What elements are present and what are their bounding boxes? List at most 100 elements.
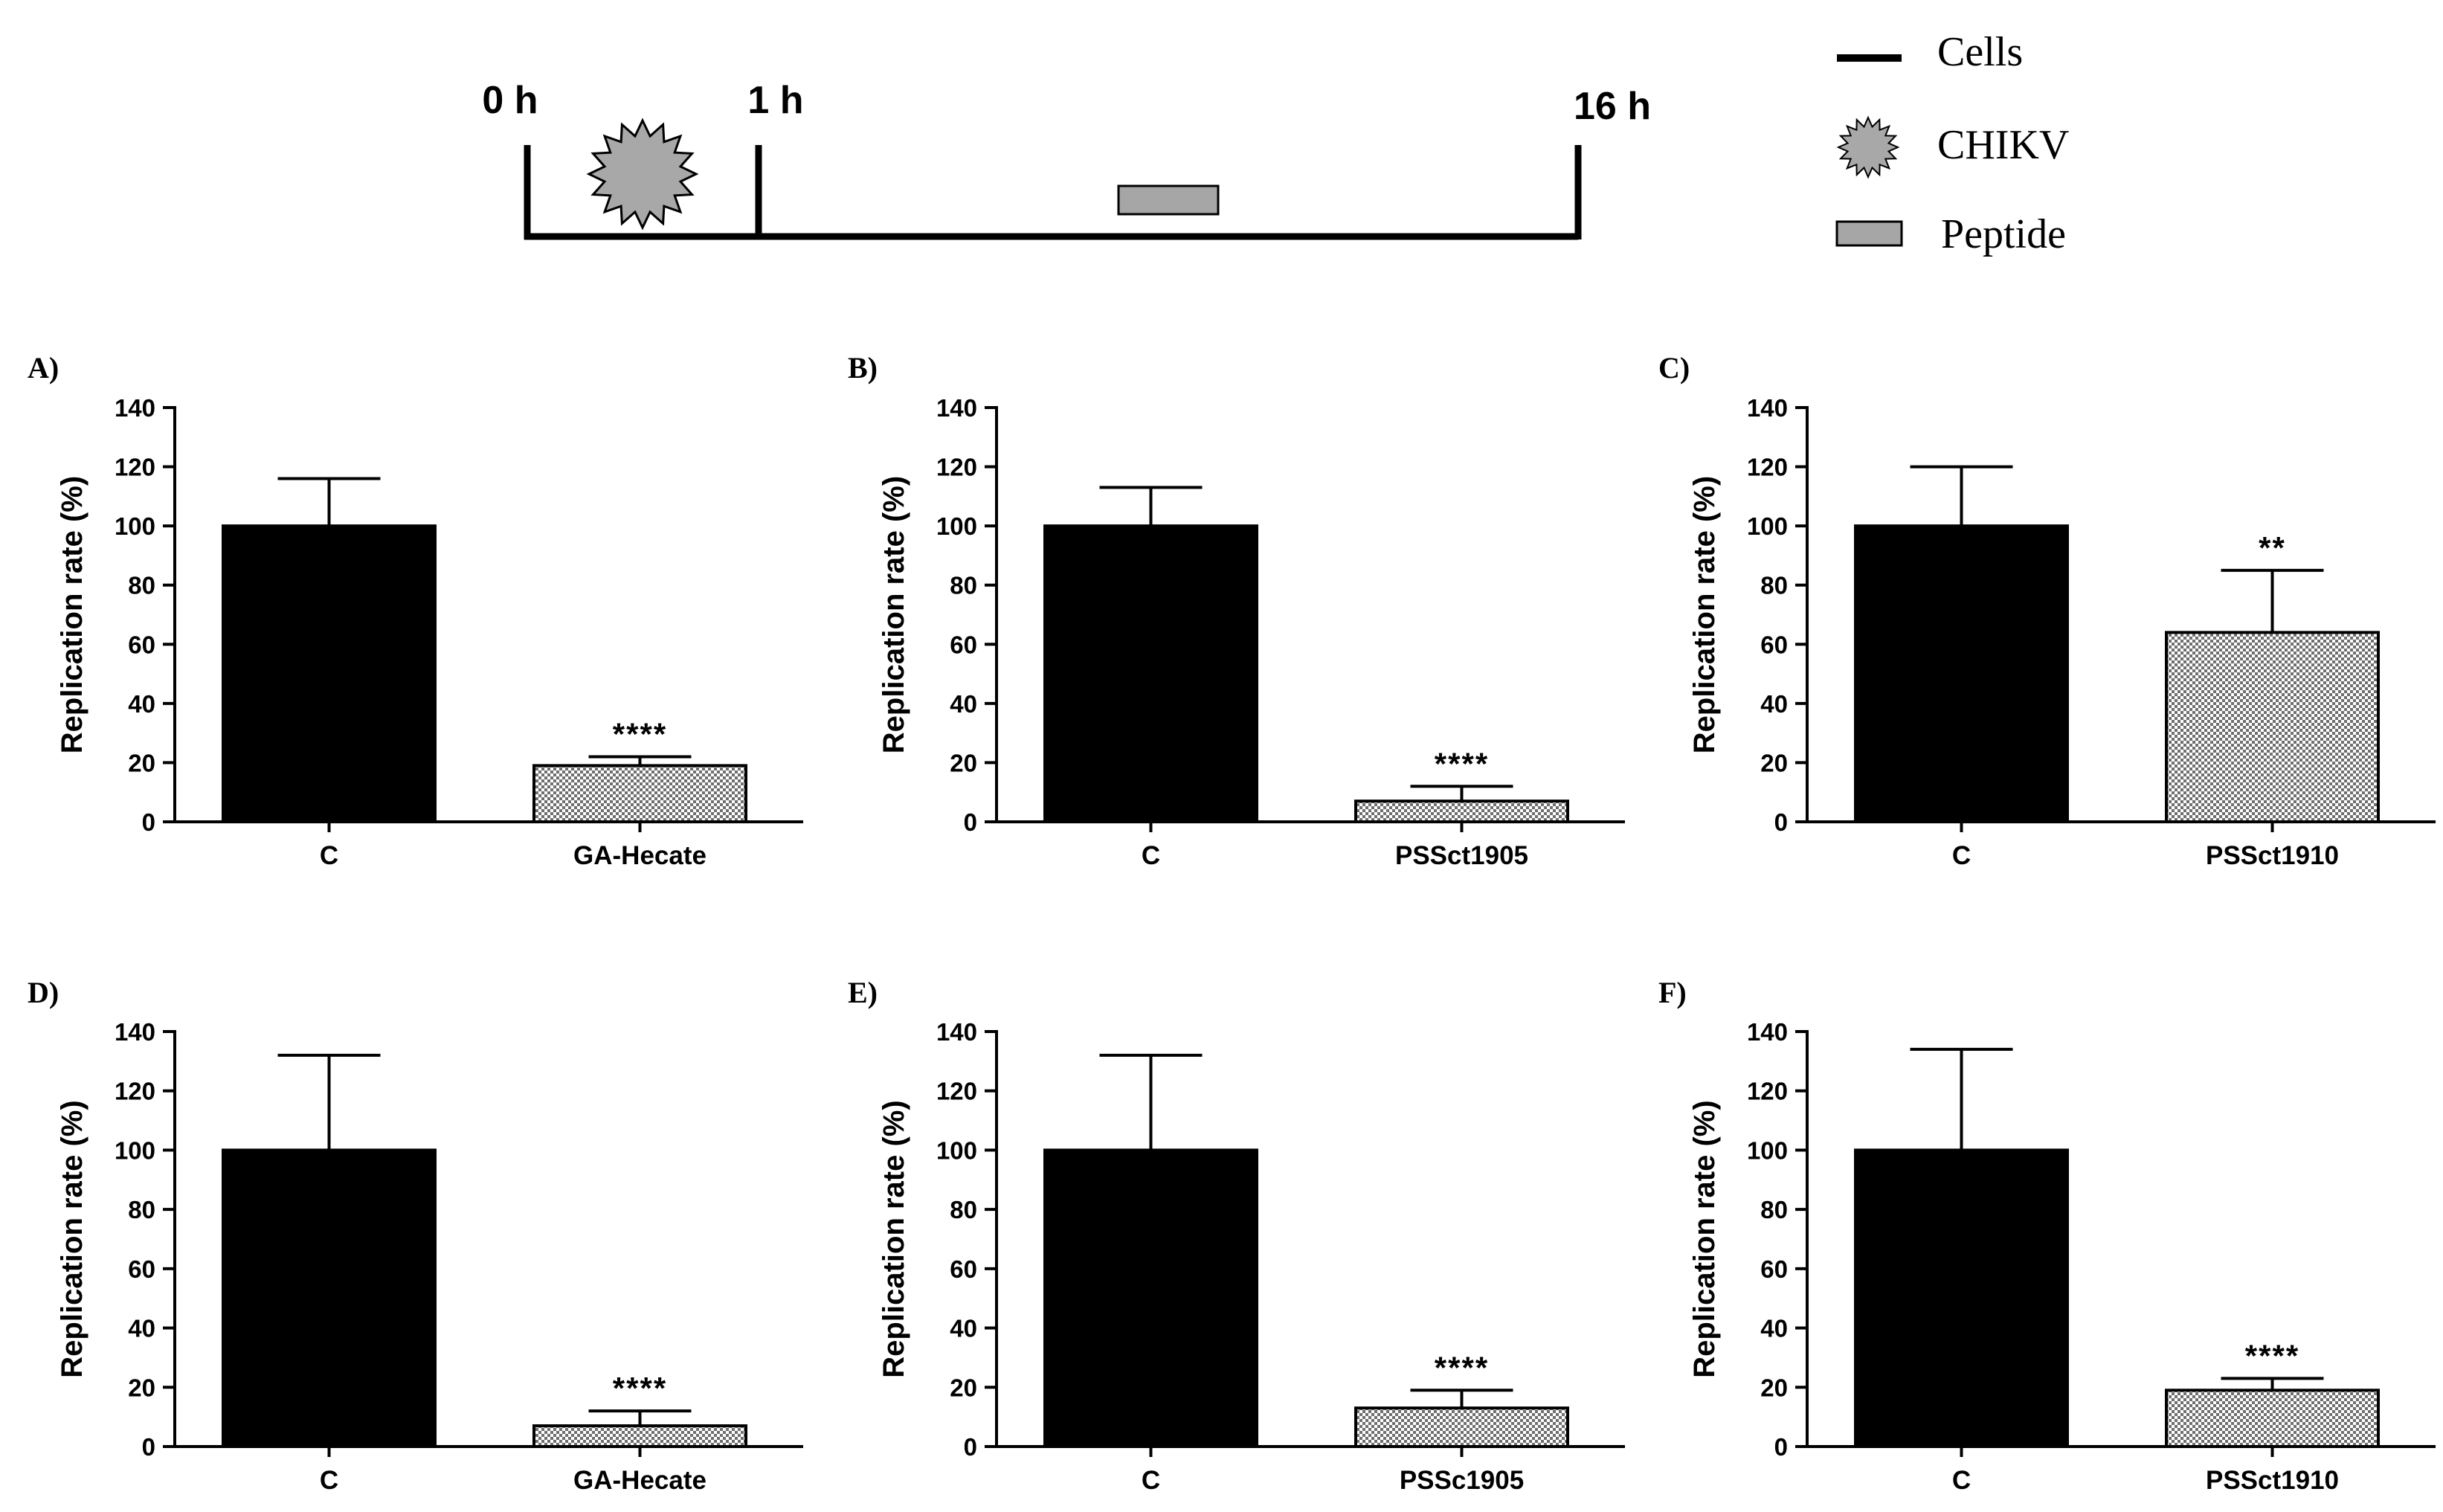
y-tick-label: 60 xyxy=(1760,631,1788,658)
bar xyxy=(2165,631,2380,823)
bar xyxy=(1354,1406,1569,1448)
bar xyxy=(1354,800,1569,824)
peptide-box-icon xyxy=(1117,184,1220,216)
x-tick-label: C xyxy=(1952,1466,1971,1495)
panel-label: C) xyxy=(1658,351,1690,385)
y-tick-label: 20 xyxy=(950,1374,977,1401)
chart-panel: A) 0 20 40 60 80 100 120 140 Replication rate (%)… xyxy=(28,351,803,870)
panel-label: E) xyxy=(848,976,878,1009)
bar xyxy=(2165,1389,2380,1449)
y-axis-label: Replication rate (%) xyxy=(56,1100,88,1377)
legend-label-cells: Cells xyxy=(1937,29,2023,75)
bar-charts: A) 0 20 40 60 80 100 120 140 Replication rate (%)… xyxy=(28,351,2436,1495)
x-tick-label: PSSct1905 xyxy=(1395,841,1528,870)
panel-label: A) xyxy=(28,351,59,385)
y-tick-label: 40 xyxy=(128,690,155,718)
y-tick-label: 40 xyxy=(950,690,977,718)
y-tick-label: 140 xyxy=(115,394,155,422)
panel-label: F) xyxy=(1658,976,1687,1009)
y-tick-label: 20 xyxy=(1760,1374,1788,1401)
y-tick-label: 140 xyxy=(936,394,977,422)
y-tick-label: 0 xyxy=(1774,1433,1788,1461)
chart-panel: C) 0 20 40 60 80 100 120 140 Replication rate (%)… xyxy=(1658,351,2436,870)
y-tick-label: 100 xyxy=(115,1136,155,1164)
legend-label-peptide: Peptide xyxy=(1941,211,2066,257)
y-tick-label: 80 xyxy=(1760,572,1788,599)
x-tick-label: C xyxy=(1142,1466,1160,1495)
y-tick-label: 80 xyxy=(128,572,155,599)
x-tick-label: GA-Hecate xyxy=(573,841,706,870)
significance-label: **** xyxy=(613,716,667,751)
y-tick-label: 100 xyxy=(115,512,155,540)
bar xyxy=(1043,1148,1258,1449)
y-tick-label: 40 xyxy=(1760,690,1788,718)
y-tick-label: 80 xyxy=(950,572,977,599)
y-tick-label: 60 xyxy=(1760,1255,1788,1283)
bar xyxy=(532,1424,747,1448)
x-tick-label: C xyxy=(320,1466,338,1495)
y-tick-label: 120 xyxy=(1747,1078,1788,1105)
y-tick-label: 60 xyxy=(128,631,155,658)
y-tick-label: 20 xyxy=(950,749,977,776)
bar xyxy=(1854,524,2069,824)
y-tick-label: 0 xyxy=(142,808,155,836)
x-tick-label: GA-Hecate xyxy=(573,1466,706,1495)
timeline-schematic: 0 h 1 h 16 h xyxy=(482,79,1651,240)
y-tick-label: 140 xyxy=(936,1018,977,1046)
y-tick-label: 20 xyxy=(128,749,155,776)
y-tick-label: 140 xyxy=(1747,1018,1788,1046)
y-tick-label: 100 xyxy=(936,1136,977,1164)
virus-icon xyxy=(1836,115,1900,179)
y-tick-label: 40 xyxy=(1760,1315,1788,1342)
y-axis-label: Replication rate (%) xyxy=(56,476,88,753)
x-tick-label: PSSct1910 xyxy=(2206,1466,2339,1495)
panel-label: B) xyxy=(848,351,878,385)
y-axis-label: Replication rate (%) xyxy=(1688,476,1721,753)
y-tick-label: 60 xyxy=(950,1255,977,1283)
y-tick-label: 0 xyxy=(964,1433,977,1461)
x-tick-label: C xyxy=(1952,841,1971,870)
significance-label: **** xyxy=(1435,746,1489,781)
y-tick-label: 80 xyxy=(1760,1196,1788,1223)
x-tick-label: C xyxy=(320,841,338,870)
y-tick-label: 100 xyxy=(1747,512,1788,540)
y-tick-label: 80 xyxy=(128,1196,155,1223)
virus-icon xyxy=(586,118,699,231)
time-label-0h: 0 h xyxy=(482,79,538,122)
y-tick-label: 20 xyxy=(128,1374,155,1401)
y-tick-label: 120 xyxy=(115,454,155,481)
chart-panel: F) 0 20 40 60 80 100 120 140 Replication rate (%)… xyxy=(1658,976,2436,1495)
y-tick-label: 100 xyxy=(1747,1136,1788,1164)
bar xyxy=(222,524,437,824)
y-tick-label: 0 xyxy=(1774,808,1788,836)
bar xyxy=(1043,524,1258,824)
significance-label: ** xyxy=(2259,530,2286,565)
y-tick-label: 140 xyxy=(1747,394,1788,422)
x-tick-label: PSSc1905 xyxy=(1400,1466,1524,1495)
bar xyxy=(222,1148,437,1449)
y-tick-label: 20 xyxy=(1760,749,1788,776)
y-tick-label: 40 xyxy=(950,1315,977,1342)
chart-panel: E) 0 20 40 60 80 100 120 140 Replication rate (%)… xyxy=(848,976,1625,1495)
y-tick-label: 0 xyxy=(142,1433,155,1461)
bar xyxy=(532,764,747,823)
y-tick-label: 80 xyxy=(950,1196,977,1223)
y-tick-label: 40 xyxy=(128,1315,155,1342)
y-tick-label: 60 xyxy=(128,1255,155,1283)
significance-label: **** xyxy=(1435,1350,1489,1385)
y-tick-label: 120 xyxy=(936,1078,977,1105)
y-tick-label: 60 xyxy=(950,631,977,658)
time-label-16h: 16 h xyxy=(1574,85,1651,128)
legend-label-chikv: CHIKV xyxy=(1937,122,2069,168)
chart-panel: B) 0 20 40 60 80 100 120 140 Replication rate (%)… xyxy=(848,351,1625,870)
y-tick-label: 120 xyxy=(115,1078,155,1105)
bar xyxy=(1854,1148,2069,1449)
peptide-box-icon xyxy=(1835,220,1903,247)
y-tick-label: 120 xyxy=(936,454,977,481)
significance-label: **** xyxy=(2245,1338,2299,1373)
significance-label: **** xyxy=(613,1371,667,1406)
y-axis-label: Replication rate (%) xyxy=(878,1100,910,1377)
y-axis-label: Replication rate (%) xyxy=(878,476,910,753)
x-tick-label: C xyxy=(1142,841,1160,870)
